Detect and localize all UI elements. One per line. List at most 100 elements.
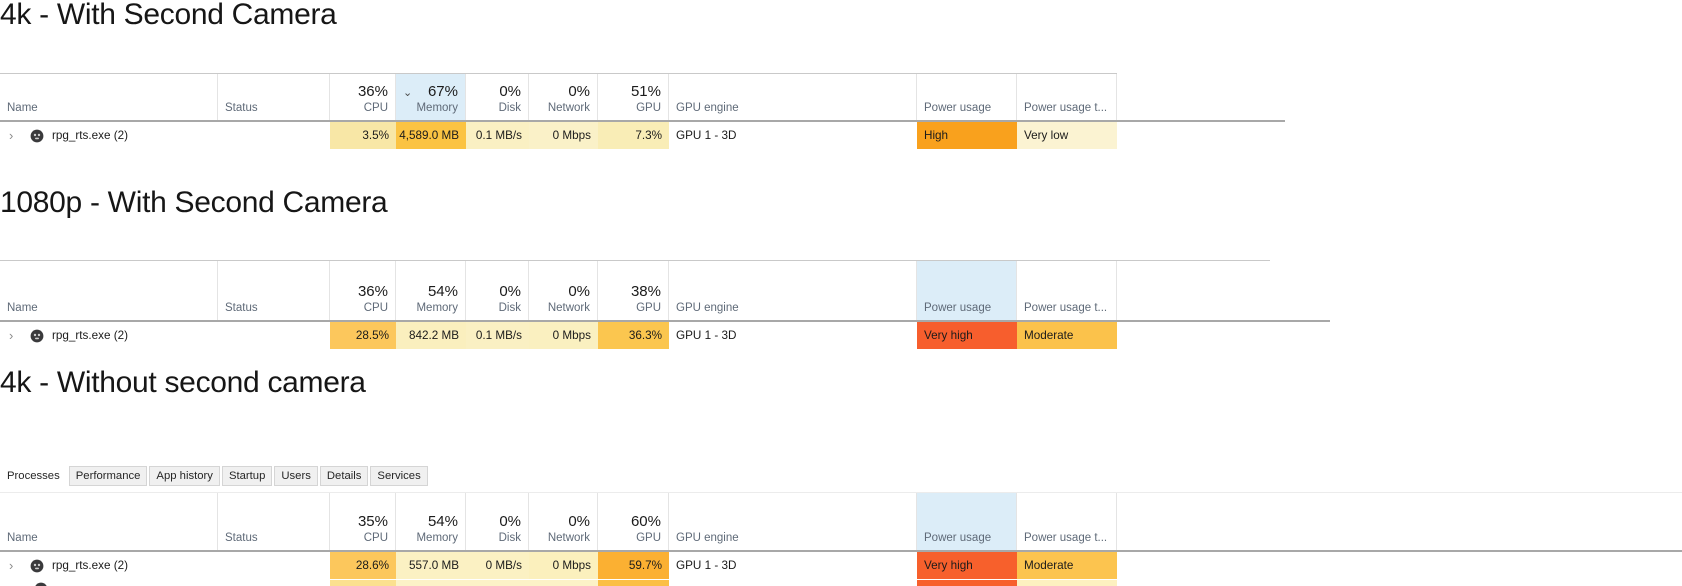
partial-next-row[interactable]: [0, 580, 1117, 586]
gpu-engine-cell: GPU 1 - 3D: [676, 329, 737, 342]
power-usage-cell: High: [917, 122, 1017, 149]
power-usage-trend-cell-partial: [1017, 580, 1117, 586]
tab-details[interactable]: Details: [319, 466, 369, 486]
app-icon: [30, 559, 44, 572]
column-header-memory[interactable]: 54% Memory: [396, 261, 466, 320]
gpu-cell: 36.3%: [598, 322, 669, 349]
tab-startup[interactable]: Startup: [221, 466, 273, 486]
column-header-name[interactable]: Name: [0, 74, 218, 120]
column-header-status[interactable]: Status: [218, 493, 330, 550]
memory-cell-partial: [396, 580, 466, 586]
column-header-disk[interactable]: 0% Disk: [466, 493, 529, 550]
process-name: rpg_rts.exe (2): [52, 129, 128, 142]
column-header-memory[interactable]: 54% Memory: [396, 493, 466, 550]
expand-chevron-icon[interactable]: ›: [9, 328, 14, 343]
column-header-power-usage-trend[interactable]: Power usage t...: [1017, 493, 1117, 550]
column-header-gpu-engine[interactable]: GPU engine: [669, 74, 917, 120]
process-row[interactable]: › rpg_rts.exe (2) 28.5% 842.2 MB 0.1 MB/…: [0, 322, 1117, 349]
task-manager-tab-strip: Processes Performance App history Startu…: [0, 466, 428, 486]
app-icon: [30, 129, 44, 142]
power-usage-cell-partial: [917, 580, 1017, 586]
process-name-cell: › rpg_rts.exe (2): [0, 122, 218, 149]
disk-cell: 0.1 MB/s: [466, 322, 529, 349]
table-top-border: [0, 73, 1117, 74]
column-header-disk[interactable]: 0% Disk: [466, 261, 529, 320]
process-name-cell: › rpg_rts.exe (2): [0, 322, 218, 349]
cpu-cell-partial: [330, 580, 396, 586]
tab-processes[interactable]: Processes: [0, 466, 67, 486]
process-name: rpg_rts.exe (2): [52, 329, 128, 342]
memory-cell: 842.2 MB: [396, 322, 466, 349]
sort-chevron-down-icon: ⌄: [403, 86, 413, 99]
table-top-border: [0, 492, 1682, 493]
network-cell-partial: [529, 580, 598, 586]
column-header-disk[interactable]: 0% Disk: [466, 74, 529, 120]
section-heading-4k-with-camera: 4k - With Second Camera: [0, 0, 337, 31]
status-cell: [218, 322, 330, 349]
tab-app-history[interactable]: App history: [149, 466, 220, 486]
gpu-cell: 59.7%: [598, 552, 669, 579]
column-header-gpu[interactable]: 51% GPU: [598, 74, 669, 120]
network-cell: 0 Mbps: [529, 322, 598, 349]
cpu-cell: 3.5%: [330, 122, 396, 149]
tab-users[interactable]: Users: [274, 466, 318, 486]
tab-performance[interactable]: Performance: [68, 466, 148, 486]
column-header-power-usage[interactable]: Power usage: [917, 74, 1017, 120]
column-header-name[interactable]: Name: [0, 261, 218, 320]
process-name: rpg_rts.exe (2): [52, 559, 128, 572]
disk-cell: 0 MB/s: [466, 552, 529, 579]
gpu-cell-partial: [598, 580, 669, 586]
column-header-memory-sorted[interactable]: ⌄ 67% Memory: [396, 74, 466, 120]
table-top-border: [0, 260, 1270, 261]
section-heading-4k-without-camera: 4k - Without second camera: [0, 366, 366, 399]
power-usage-trend-cell: Moderate: [1017, 552, 1117, 579]
header-divider: [0, 120, 1285, 122]
task-manager-table-3: Name Status 35% CPU 54% Memory 0% Disk 0…: [0, 492, 1682, 586]
column-header-gpu[interactable]: 38% GPU: [598, 261, 669, 320]
column-header-gpu-engine[interactable]: GPU engine: [669, 493, 917, 550]
column-header-cpu[interactable]: 36% CPU: [330, 74, 396, 120]
column-header-network[interactable]: 0% Network: [529, 74, 598, 120]
column-header-power-usage-trend[interactable]: Power usage t...: [1017, 261, 1117, 320]
column-header-power-usage-sorted[interactable]: Power usage: [917, 493, 1017, 550]
column-header-cpu[interactable]: 36% CPU: [330, 261, 396, 320]
table-header-row: Name Status 35% CPU 54% Memory 0% Disk 0…: [0, 493, 1117, 550]
app-icon: [35, 582, 47, 586]
cpu-cell: 28.5%: [330, 322, 396, 349]
header-divider: [0, 550, 1682, 552]
column-header-power-usage-trend[interactable]: Power usage t...: [1017, 74, 1117, 120]
gpu-engine-cell: GPU 1 - 3D: [676, 559, 737, 572]
memory-cell: 557.0 MB: [396, 552, 466, 579]
column-header-network[interactable]: 0% Network: [529, 493, 598, 550]
power-usage-trend-cell: Very low: [1017, 122, 1117, 149]
status-cell: [218, 122, 330, 149]
network-cell: 0 Mbps: [529, 122, 598, 149]
gpu-cell: 7.3%: [598, 122, 669, 149]
process-name-cell: › rpg_rts.exe (2): [0, 552, 218, 579]
disk-cell-partial: [466, 580, 529, 586]
section-heading-1080p-with-camera: 1080p - With Second Camera: [0, 186, 388, 219]
memory-cell: 4,589.0 MB: [396, 122, 466, 149]
expand-chevron-icon[interactable]: ›: [9, 558, 14, 573]
disk-cell: 0.1 MB/s: [466, 122, 529, 149]
column-header-status[interactable]: Status: [218, 261, 330, 320]
table-header-row: Name Status 36% CPU ⌄ 67% Memory 0% Disk…: [0, 74, 1117, 120]
column-header-name[interactable]: Name: [0, 493, 218, 550]
process-row[interactable]: › rpg_rts.exe (2) 28.6% 557.0 MB 0 MB/s …: [0, 552, 1117, 579]
power-usage-cell: Very high: [917, 322, 1017, 349]
column-header-gpu[interactable]: 60% GPU: [598, 493, 669, 550]
expand-chevron-icon[interactable]: ›: [9, 128, 14, 143]
power-usage-cell: Very high: [917, 552, 1017, 579]
task-manager-table-2: Name Status 36% CPU 54% Memory 0% Disk 0…: [0, 260, 1330, 349]
column-header-power-usage-sorted[interactable]: Power usage: [917, 261, 1017, 320]
column-header-gpu-engine[interactable]: GPU engine: [669, 261, 917, 320]
gpu-engine-cell: GPU 1 - 3D: [676, 129, 737, 142]
tab-services[interactable]: Services: [370, 466, 428, 486]
table-header-row: Name Status 36% CPU 54% Memory 0% Disk 0…: [0, 261, 1117, 320]
process-row[interactable]: › rpg_rts.exe (2) 3.5% 4,589.0 MB 0.1 MB…: [0, 122, 1117, 149]
column-header-cpu[interactable]: 35% CPU: [330, 493, 396, 550]
power-usage-trend-cell: Moderate: [1017, 322, 1117, 349]
column-header-status[interactable]: Status: [218, 74, 330, 120]
column-header-network[interactable]: 0% Network: [529, 261, 598, 320]
